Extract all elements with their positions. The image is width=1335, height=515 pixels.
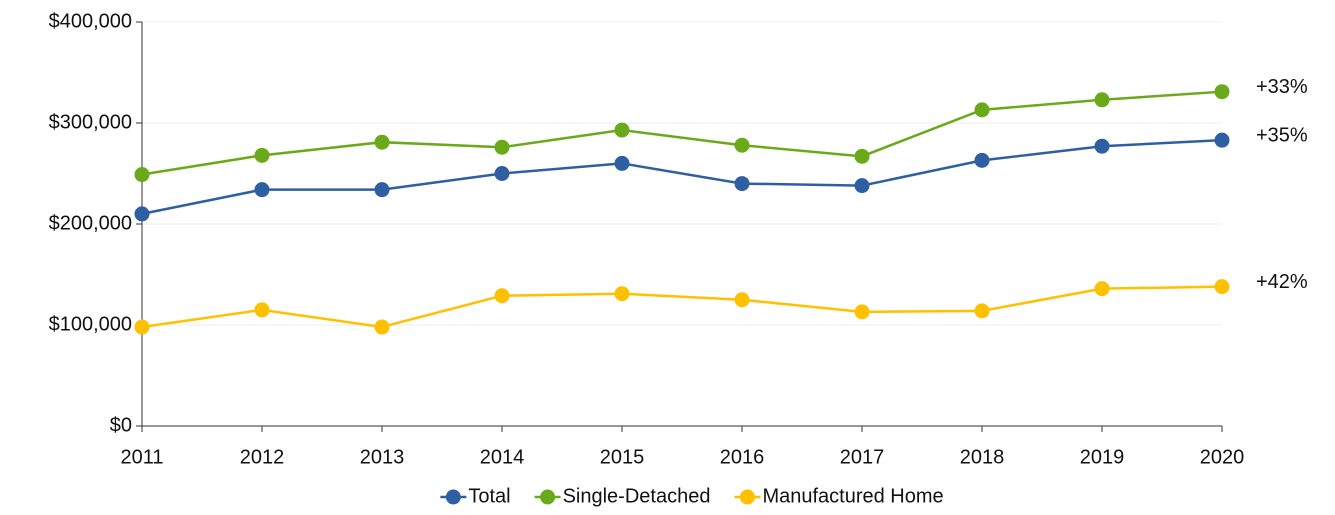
x-tick-label: 2014 [480, 446, 525, 468]
data-point [974, 152, 990, 168]
data-point [134, 319, 150, 335]
legend-marker [739, 489, 755, 505]
data-point [374, 319, 390, 335]
legend-label: Manufactured Home [762, 485, 943, 507]
legend-marker [540, 489, 556, 505]
end-label: +35% [1256, 124, 1308, 146]
x-tick-label: 2020 [1200, 446, 1245, 468]
data-point [1094, 138, 1110, 154]
data-point [734, 176, 750, 192]
data-point [854, 178, 870, 194]
x-tick-label: 2016 [720, 446, 765, 468]
data-point [1094, 281, 1110, 297]
data-point [1094, 92, 1110, 108]
x-tick-label: 2017 [840, 446, 885, 468]
y-tick-label: $200,000 [49, 212, 132, 234]
end-label: +42% [1256, 271, 1308, 293]
legend-marker [445, 489, 461, 505]
series-line [141, 90, 1223, 176]
data-point [614, 155, 630, 171]
data-point [614, 122, 630, 138]
data-point [254, 302, 270, 318]
data-point [1214, 84, 1230, 100]
data-point [134, 167, 150, 183]
y-tick-label: $300,000 [49, 111, 132, 133]
data-point [974, 102, 990, 118]
end-label: +33% [1256, 76, 1308, 98]
x-tick-label: 2018 [960, 446, 1005, 468]
data-point [1214, 132, 1230, 148]
data-point [974, 303, 990, 319]
data-point [494, 139, 510, 155]
data-point [1214, 279, 1230, 295]
series-line [141, 138, 1223, 216]
legend-label: Single-Detached [563, 485, 711, 507]
data-point [254, 147, 270, 163]
x-tick-label: 2012 [240, 446, 285, 468]
data-point [734, 137, 750, 153]
data-point [854, 304, 870, 320]
y-tick-label: $400,000 [49, 10, 132, 32]
y-tick-label: $0 [110, 414, 132, 436]
data-point [854, 148, 870, 164]
legend-label: Total [468, 485, 510, 507]
data-point [374, 134, 390, 150]
data-point [614, 286, 630, 302]
data-point [494, 166, 510, 181]
x-tick-label: 2013 [360, 446, 405, 468]
x-tick-label: 2015 [600, 446, 645, 468]
x-tick-label: 2011 [120, 446, 163, 468]
x-tick-label: 2019 [1080, 446, 1125, 468]
data-point [734, 292, 750, 308]
data-point [254, 182, 270, 198]
series-line [141, 285, 1223, 329]
data-point [494, 288, 510, 304]
data-point [134, 206, 150, 222]
y-tick-label: $100,000 [49, 313, 132, 335]
data-point [374, 182, 390, 198]
